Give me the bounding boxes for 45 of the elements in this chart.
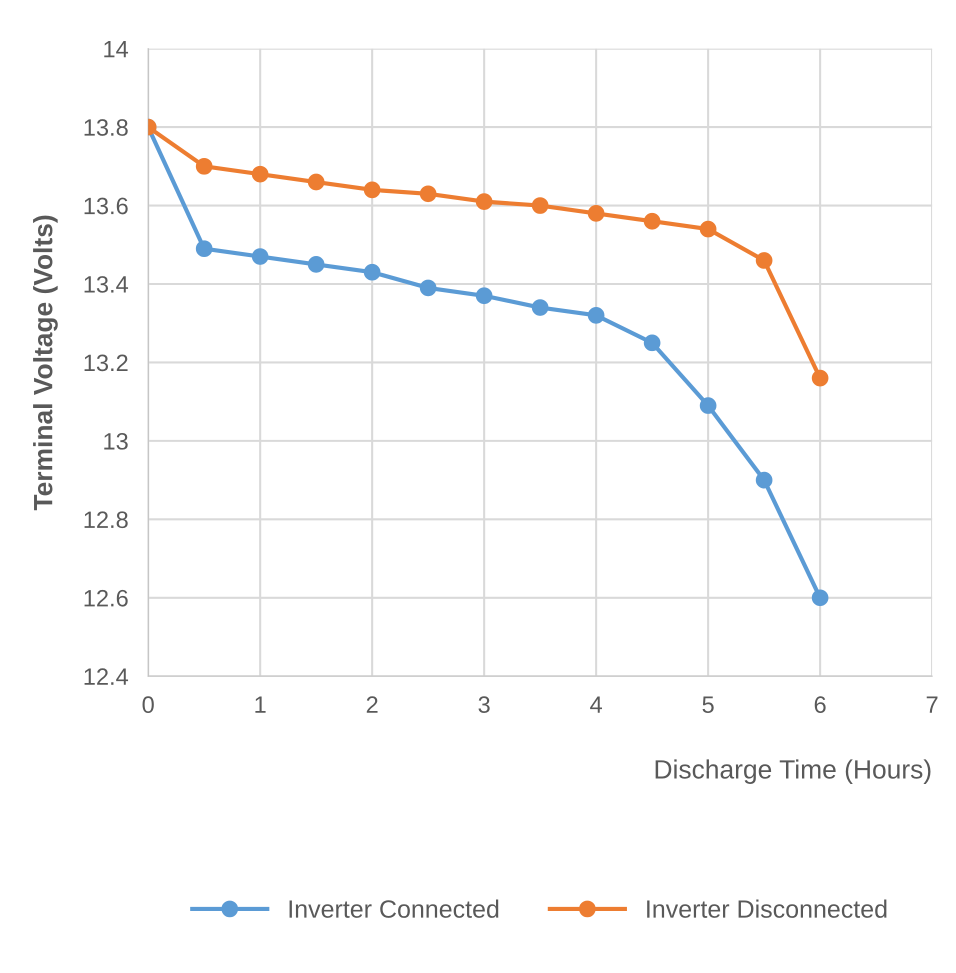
y-tick-label: 13.6 — [84, 198, 128, 214]
point — [532, 197, 548, 214]
point — [252, 248, 268, 265]
y-tick-label: 12.8 — [84, 511, 128, 528]
point — [700, 397, 716, 414]
x-tick-label: 0 — [142, 696, 154, 714]
point — [812, 589, 828, 606]
y-tick-label: 13.4 — [84, 276, 128, 293]
point — [308, 256, 324, 273]
x-tick-label: 4 — [590, 696, 602, 713]
point — [588, 205, 604, 222]
point — [588, 307, 604, 324]
y-tick-label: 13 — [104, 432, 128, 450]
point — [420, 185, 436, 202]
point — [476, 193, 492, 210]
point — [308, 174, 324, 190]
x-axis-title: Discharge Time (Hours) — [656, 759, 930, 784]
point — [364, 264, 380, 281]
y-tick-label: 13.8 — [84, 119, 128, 136]
point — [644, 212, 660, 230]
legend-label: Inverter Connected — [290, 900, 498, 918]
point — [476, 287, 492, 304]
point — [644, 334, 660, 352]
x-tick-label: 7 — [926, 696, 938, 713]
y-axis-title: Terminal Voltage (Volts) — [33, 216, 58, 510]
x-tick-label: 3 — [478, 696, 490, 714]
x-tick-label: 1 — [255, 696, 266, 713]
point — [364, 182, 380, 198]
point — [420, 280, 436, 296]
legend-label: Inverter Disconnected — [647, 900, 886, 918]
x-tick-label: 6 — [814, 696, 826, 714]
x-tick-label: 5 — [702, 696, 714, 714]
x-tick-label: 2 — [366, 696, 378, 713]
point — [756, 472, 772, 488]
point — [196, 158, 213, 175]
point — [252, 166, 268, 182]
point — [700, 220, 716, 238]
point — [756, 252, 772, 269]
point — [812, 370, 828, 386]
point — [196, 240, 213, 258]
y-tick-label: 14 — [104, 40, 128, 58]
y-tick-label: 12.6 — [84, 590, 128, 607]
y-tick-label: 13.2 — [84, 354, 128, 372]
y-tick-label: 12.4 — [84, 668, 128, 685]
point — [532, 299, 548, 316]
